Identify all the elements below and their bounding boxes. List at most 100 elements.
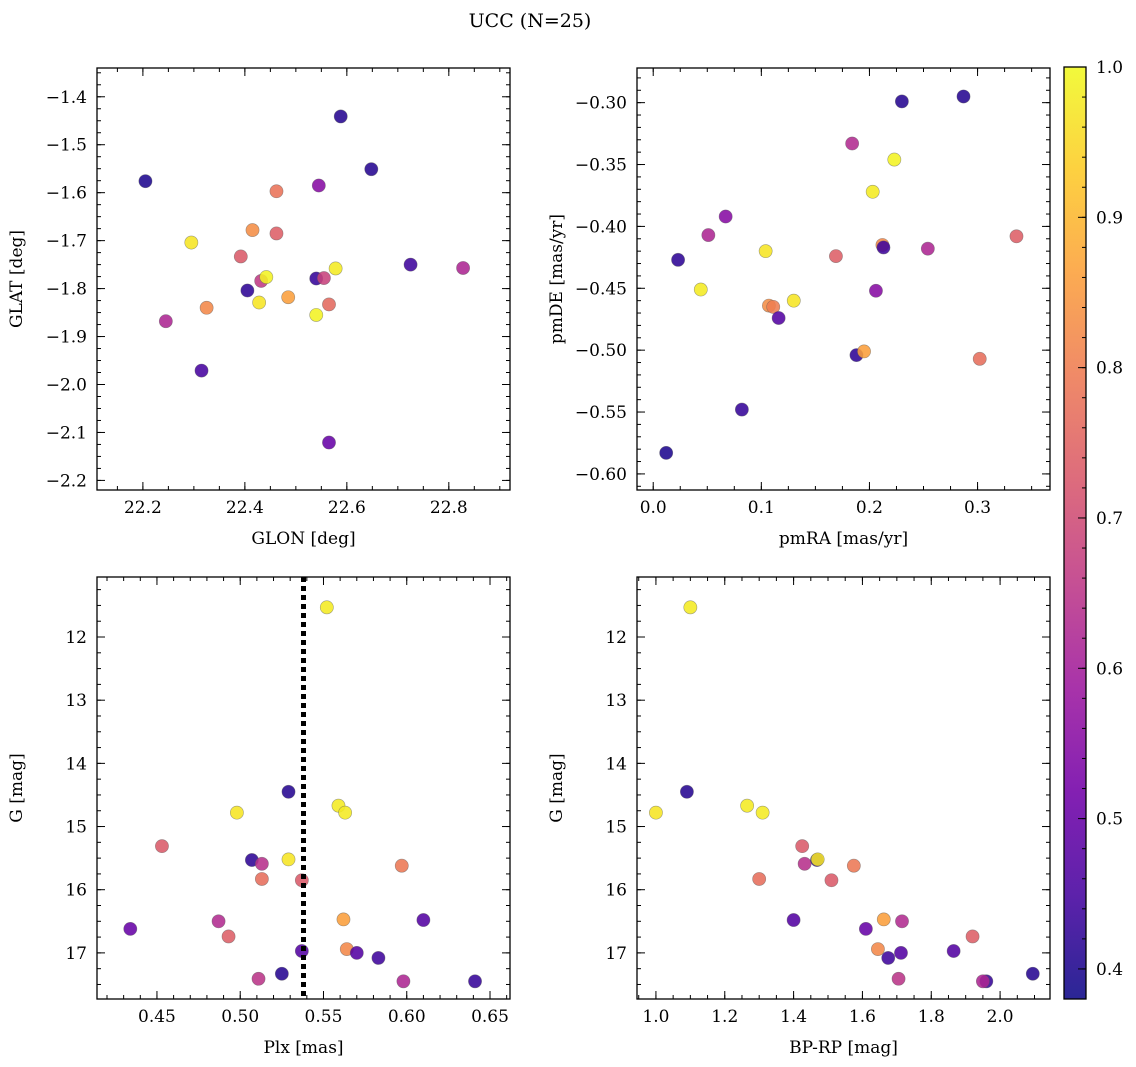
scatter-point: [680, 784, 694, 799]
scatter-point: [221, 929, 236, 944]
x-tick-label: 22.6: [328, 498, 366, 518]
scatter-point: [245, 223, 260, 237]
scatter-point: [740, 798, 755, 813]
scatter-point: [269, 226, 284, 241]
y-tick-label: −1.9: [46, 328, 87, 348]
scatter-point: [252, 295, 267, 310]
scatter-point: [846, 858, 861, 873]
scatter-point: [876, 240, 891, 255]
scatter-point: [786, 913, 801, 927]
panel-pmra-pmde: 0.0 0.1 0.2 0.3 −0.60 −0.55 −0.50 −0.45 −0.40 −0.…: [547, 67, 1051, 549]
y-tick-label: 15: [605, 818, 627, 838]
y-axis-label: GLAT [deg]: [7, 230, 27, 328]
y-axis-label: G [mag]: [7, 753, 27, 822]
axes-frame: [636, 576, 1051, 1000]
y-tick-label: −1.8: [46, 280, 87, 300]
x-tick-label: 2.0: [987, 1007, 1014, 1027]
y-tick-label: 13: [65, 691, 87, 711]
figure-title: UCC (N=25): [469, 10, 592, 32]
x-axis-label: pmRA [mas/yr]: [779, 529, 908, 549]
x-tick-label: 22.4: [226, 498, 264, 518]
scatter-point: [322, 297, 336, 312]
y-tick-label: −0.30: [575, 94, 627, 114]
scatter-point: [965, 929, 980, 944]
y-tick-label: −0.35: [575, 156, 627, 176]
colorbar-tick-label: 1.0: [1096, 58, 1123, 78]
scatter-point: [771, 311, 786, 325]
scatter-point: [869, 283, 883, 298]
scatter-points: [138, 109, 470, 450]
scatter-point: [920, 241, 935, 256]
scatter-point: [371, 951, 386, 965]
y-tick-label: 16: [65, 881, 87, 901]
x-tick-label: 0.60: [388, 1007, 426, 1027]
scatter-point: [829, 249, 843, 264]
scatter-point: [333, 109, 348, 124]
y-tick-label: 12: [65, 628, 87, 648]
x-tick-label: 0.55: [305, 1007, 343, 1027]
scatter-point: [229, 805, 244, 820]
x-tick-label: 0.1: [748, 498, 775, 518]
x-tick-label: 1.0: [642, 1007, 669, 1027]
scatter-point: [194, 363, 209, 378]
minor-ticks: [97, 68, 510, 490]
colorbar-tick-label: 0.9: [1096, 208, 1123, 228]
x-tick-label: 0.50: [221, 1007, 259, 1027]
scatter-point: [701, 228, 716, 242]
scatter-point: [274, 966, 289, 981]
y-tick-label: 14: [605, 754, 627, 774]
scatter-point: [281, 852, 296, 867]
colorbar-tick-label: 0.5: [1096, 810, 1123, 830]
minor-ticks: [637, 68, 1050, 490]
scatter-point: [946, 944, 961, 958]
x-tick-label: 0.2: [856, 498, 883, 518]
y-tick-label: 17: [65, 944, 87, 964]
y-tick-label: −2.0: [46, 376, 87, 396]
y-tick-label: −0.45: [575, 279, 627, 299]
scatter-point: [403, 257, 418, 272]
y-tick-label: −1.7: [46, 232, 87, 252]
scatter-point: [786, 293, 801, 308]
scatter-point: [766, 299, 781, 314]
panel-plx-g: 0.45 0.50 0.55 0.60 0.65 12 13 14 15 16 17 Plx [mas…: [7, 576, 511, 1058]
colorbar-tick-label: 0.8: [1096, 359, 1123, 379]
scatter-point: [316, 271, 331, 285]
scatter-point: [887, 152, 902, 167]
x-tick-label: 1.6: [849, 1007, 876, 1027]
scatter-point: [858, 921, 873, 936]
scatter-point: [845, 136, 860, 151]
x-tick-label: 22.2: [124, 498, 162, 518]
scatter-point: [734, 402, 749, 417]
x-tick-label: 0.0: [640, 498, 667, 518]
scatter-point: [138, 174, 153, 189]
scatter-point: [309, 308, 324, 322]
scatter-point: [240, 283, 255, 298]
x-tick-label: 1.2: [711, 1007, 738, 1027]
scatter-point: [824, 873, 839, 888]
scatter-point: [155, 839, 169, 854]
x-axis-label: GLON [deg]: [251, 529, 355, 549]
colorbar-tick-label: 0.6: [1096, 659, 1123, 679]
scatter-point: [349, 945, 364, 960]
colorbar-tick-label: 0.7: [1096, 509, 1123, 529]
x-axis-label: Plx [mas]: [263, 1038, 343, 1058]
scatter-point: [797, 856, 812, 871]
x-tick-label: 1.8: [918, 1007, 945, 1027]
scatter-point: [881, 951, 896, 965]
scatter-points: [659, 89, 1024, 460]
scatter-point: [693, 282, 708, 297]
axes-frame: [96, 67, 511, 491]
y-tick-label: 13: [605, 691, 627, 711]
scatter-point: [718, 209, 733, 224]
scatter-point: [649, 805, 663, 820]
x-tick-label: 1.4: [780, 1007, 807, 1027]
scatter-point: [394, 858, 409, 873]
x-tick-label: 0.45: [138, 1007, 176, 1027]
y-tick-label: 14: [65, 754, 87, 774]
scatter-point: [752, 872, 767, 886]
scatter-point: [755, 805, 770, 820]
scatter-point: [158, 314, 173, 329]
scatter-point: [336, 912, 351, 927]
scatter-point: [1009, 229, 1024, 244]
